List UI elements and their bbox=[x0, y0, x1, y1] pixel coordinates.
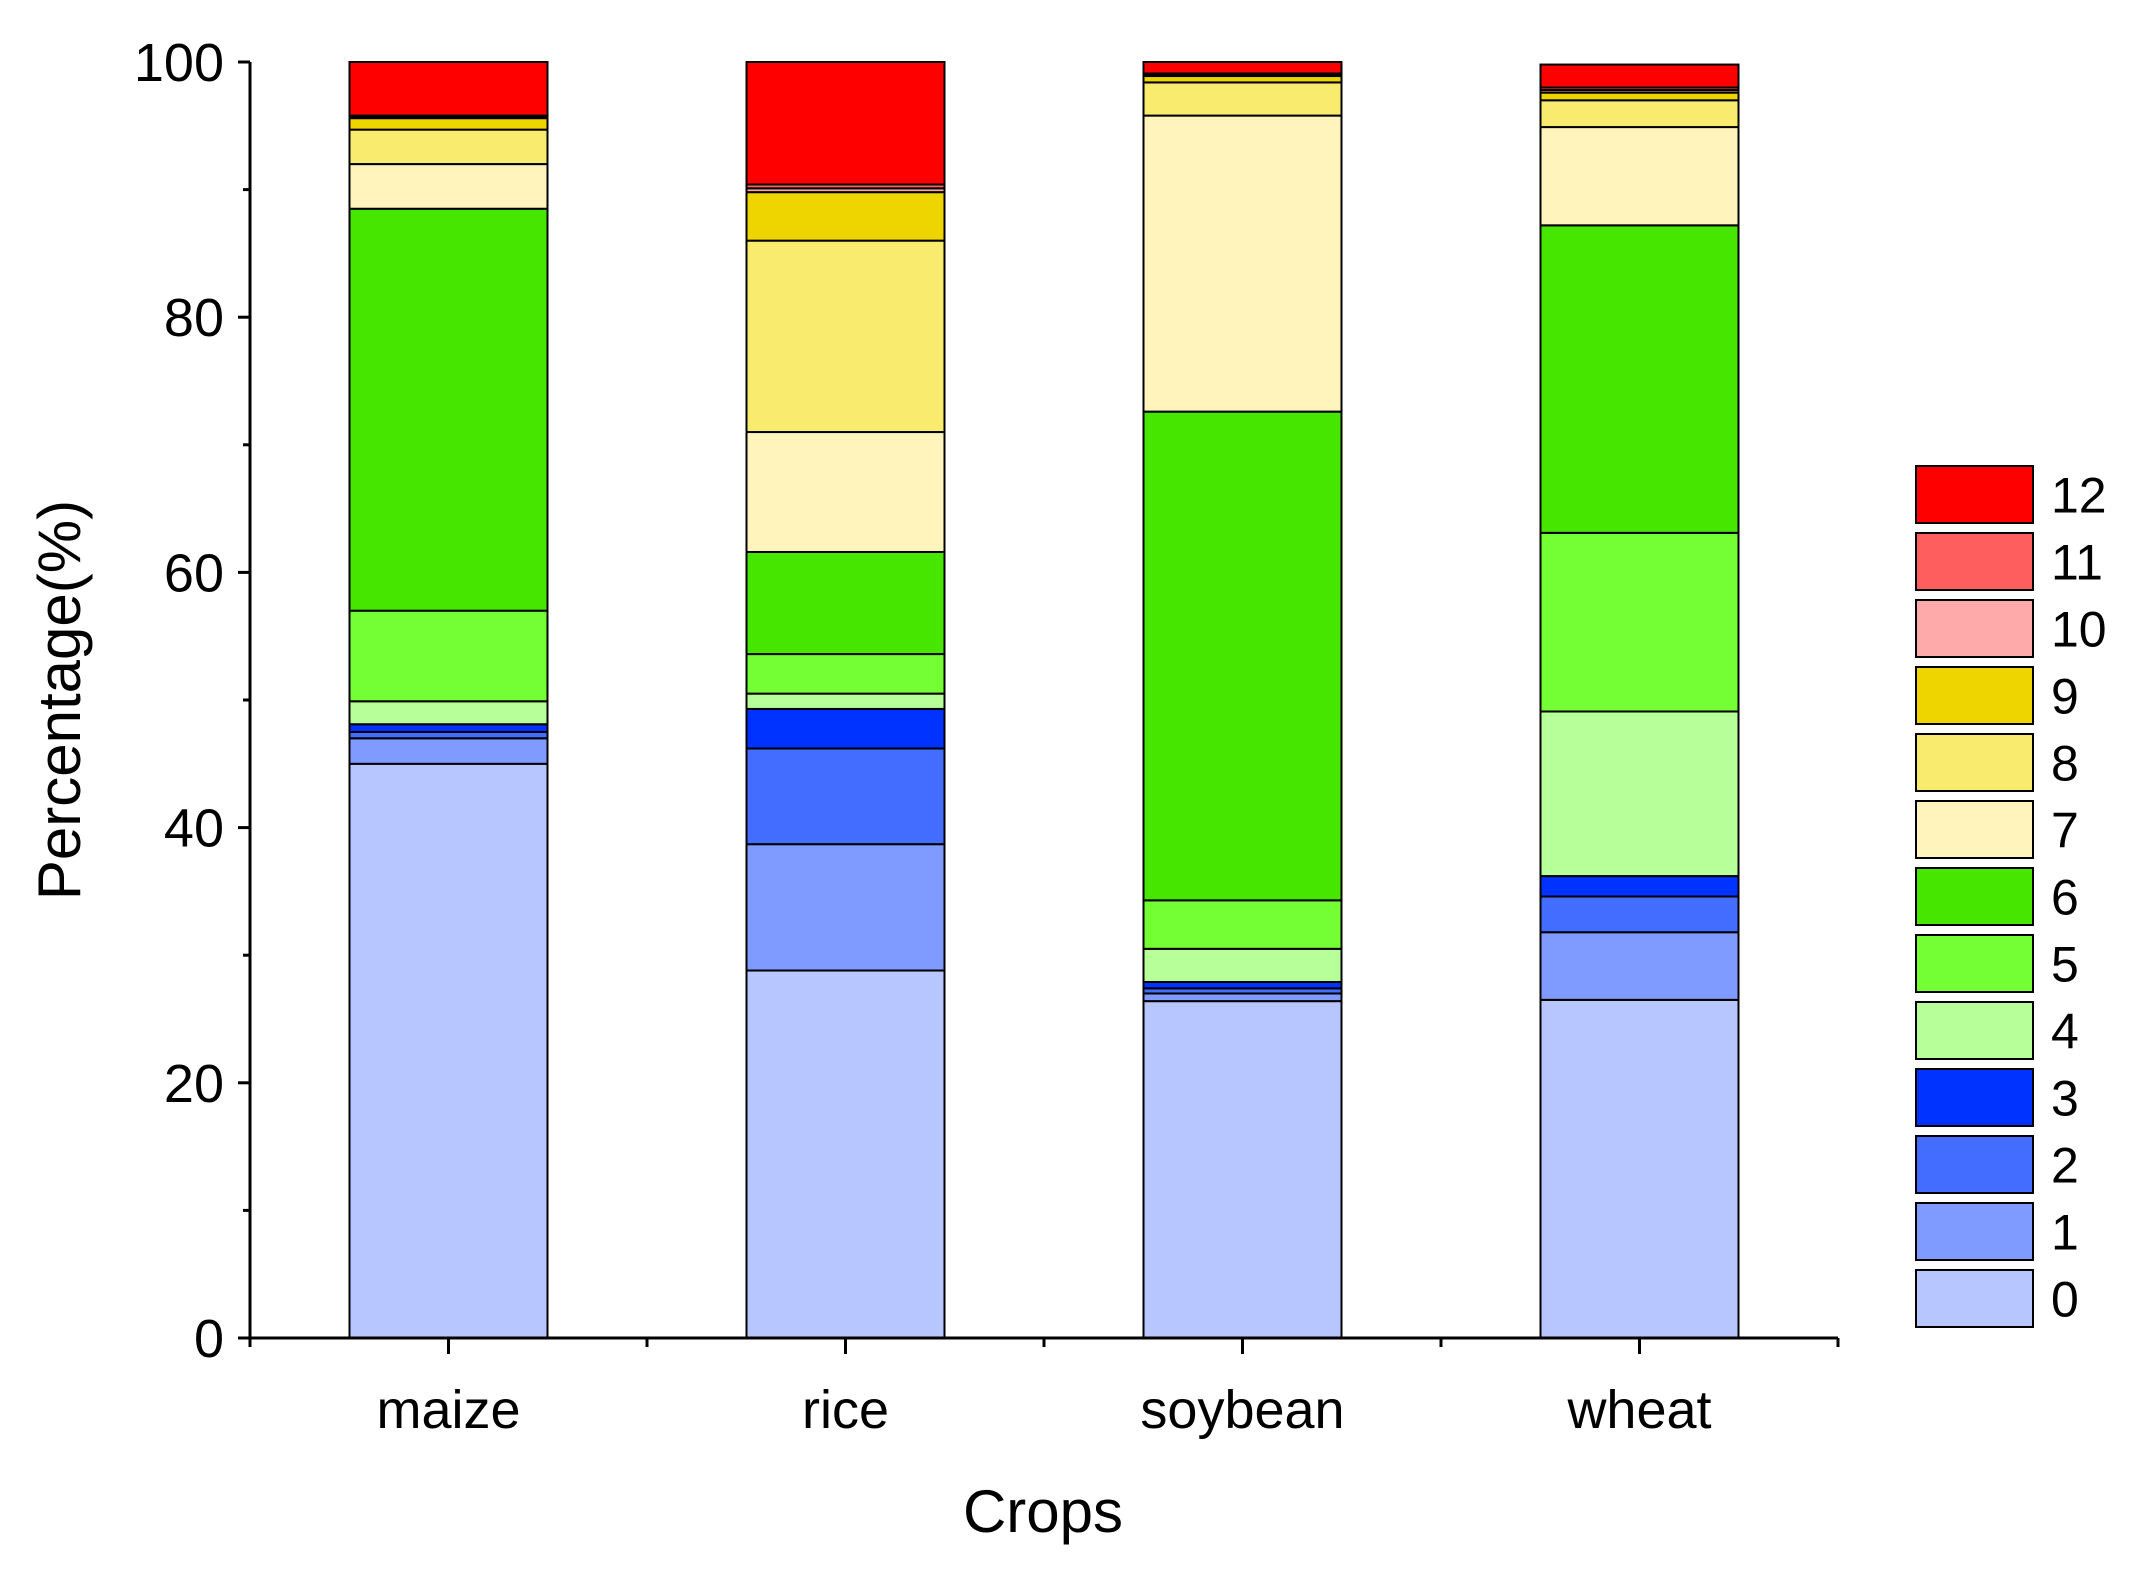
bar-stack-wheat bbox=[1539, 63, 1740, 1339]
legend-label-11: 11 bbox=[2051, 535, 2103, 591]
legend-swatch-12 bbox=[1915, 465, 2034, 524]
x-axis-title: Crops bbox=[963, 1478, 1123, 1545]
bar-segment-rice-0 bbox=[745, 969, 946, 1340]
legend-swatch-8 bbox=[1915, 733, 2034, 792]
legend-swatch-1 bbox=[1915, 1202, 2034, 1261]
axes-layer: 0 20 40 60 80 100 maize rice soybean wheat bbox=[134, 33, 1840, 1440]
bars-layer bbox=[348, 61, 1740, 1340]
legend-label-7: 7 bbox=[2051, 803, 2079, 859]
x-tick-label-rice: rice bbox=[802, 1380, 889, 1440]
bar-segment-rice-4 bbox=[745, 692, 946, 710]
bar-segment-wheat-2 bbox=[1539, 895, 1740, 934]
y-tick-label: 20 bbox=[164, 1054, 224, 1114]
bar-segment-soybean-6 bbox=[1142, 410, 1343, 902]
bar-segment-rice-2 bbox=[745, 747, 946, 846]
legend-item-4: 4 bbox=[1915, 1001, 2079, 1060]
bar-segment-wheat-8 bbox=[1539, 99, 1740, 129]
bar-segment-maize-3 bbox=[348, 723, 549, 733]
bar-segment-maize-9 bbox=[348, 117, 549, 131]
legend-label-8: 8 bbox=[2051, 736, 2079, 792]
legend-item-7: 7 bbox=[1915, 800, 2079, 859]
bar-segment-maize-7 bbox=[348, 163, 549, 210]
legend-item-10: 10 bbox=[1915, 599, 2107, 658]
legend-label-3: 3 bbox=[2051, 1071, 2079, 1127]
legend-label-10: 10 bbox=[2051, 602, 2107, 658]
bar-segment-wheat-6 bbox=[1539, 224, 1740, 534]
bar-segment-maize-0 bbox=[348, 762, 549, 1339]
y-axis-title: Percentage(%) bbox=[26, 500, 93, 900]
bar-segment-rice-8 bbox=[745, 239, 946, 434]
x-tick-label-wheat: wheat bbox=[1566, 1380, 1711, 1440]
bar-segment-maize-12 bbox=[348, 61, 549, 117]
y-tick-label: 80 bbox=[164, 288, 224, 348]
bar-segment-maize-6 bbox=[348, 207, 549, 612]
legend-swatch-4 bbox=[1915, 1001, 2034, 1060]
legend-swatch-11 bbox=[1915, 532, 2034, 591]
bar-segment-wheat-5 bbox=[1539, 531, 1740, 713]
bar-segment-soybean-7 bbox=[1142, 114, 1343, 413]
legend-swatch-2 bbox=[1915, 1135, 2034, 1194]
bar-segment-soybean-12 bbox=[1142, 61, 1343, 75]
legend-item-2: 2 bbox=[1915, 1135, 2079, 1194]
legend-item-11: 11 bbox=[1915, 532, 2103, 591]
legend-item-5: 5 bbox=[1915, 934, 2079, 993]
legend-label-6: 6 bbox=[2051, 870, 2079, 926]
legend-label-4: 4 bbox=[2051, 1004, 2079, 1060]
y-tick-label: 60 bbox=[164, 543, 224, 603]
bar-segment-wheat-7 bbox=[1539, 126, 1740, 227]
bar-segment-soybean-4 bbox=[1142, 947, 1343, 983]
bar-segment-maize-4 bbox=[348, 700, 549, 726]
legend-swatch-10 bbox=[1915, 599, 2034, 658]
legend-item-0: 0 bbox=[1915, 1269, 2079, 1328]
bar-segment-rice-6 bbox=[745, 550, 946, 656]
bar-stack-rice bbox=[745, 61, 946, 1340]
bar-stack-soybean bbox=[1142, 61, 1343, 1339]
bar-segment-wheat-1 bbox=[1539, 931, 1740, 1001]
bar-segment-maize-1 bbox=[348, 737, 549, 765]
legend-swatch-9 bbox=[1915, 666, 2034, 725]
bar-segment-wheat-0 bbox=[1539, 998, 1740, 1339]
legend-swatch-3 bbox=[1915, 1068, 2034, 1127]
legend-label-2: 2 bbox=[2051, 1138, 2079, 1194]
bar-segment-wheat-4 bbox=[1539, 710, 1740, 878]
bar-segment-rice-7 bbox=[745, 431, 946, 553]
bar-segment-soybean-5 bbox=[1142, 899, 1343, 950]
bar-segment-soybean-0 bbox=[1142, 1000, 1343, 1339]
legend-label-12: 12 bbox=[2051, 468, 2107, 524]
legend-swatch-0 bbox=[1915, 1269, 2034, 1328]
legend-item-1: 1 bbox=[1915, 1202, 2079, 1261]
legend-item-9: 9 bbox=[1915, 666, 2079, 725]
bar-segment-soybean-1 bbox=[1142, 992, 1343, 1003]
bar-segment-rice-9 bbox=[745, 191, 946, 242]
bar-segment-rice-1 bbox=[745, 843, 946, 972]
bar-segment-soybean-8 bbox=[1142, 81, 1343, 117]
bar-segment-wheat-3 bbox=[1539, 875, 1740, 898]
legend-item-8: 8 bbox=[1915, 733, 2079, 792]
bar-segment-maize-5 bbox=[348, 609, 549, 703]
legend-item-3: 3 bbox=[1915, 1068, 2079, 1127]
x-tick-label-maize: maize bbox=[376, 1380, 520, 1440]
y-tick-label: 40 bbox=[164, 799, 224, 859]
legend-swatch-5 bbox=[1915, 934, 2034, 993]
legend-label-5: 5 bbox=[2051, 937, 2079, 993]
y-tick-label: 0 bbox=[194, 1309, 224, 1369]
bar-segment-wheat-12 bbox=[1539, 63, 1740, 89]
y-tick-label: 100 bbox=[134, 33, 224, 93]
bar-segment-rice-3 bbox=[745, 707, 946, 750]
bar-segment-maize-8 bbox=[348, 128, 549, 166]
legend-swatch-7 bbox=[1915, 800, 2034, 859]
legend-item-12: 12 bbox=[1915, 465, 2107, 524]
legend-label-9: 9 bbox=[2051, 669, 2079, 725]
x-tick-label-soybean: soybean bbox=[1140, 1380, 1344, 1440]
bar-stack-maize bbox=[348, 61, 549, 1339]
legend-label-0: 0 bbox=[2051, 1272, 2079, 1328]
legend-label-1: 1 bbox=[2051, 1205, 2079, 1261]
bar-segment-wheat-9 bbox=[1539, 91, 1740, 102]
bar-segment-rice-12 bbox=[745, 61, 946, 186]
legend-item-6: 6 bbox=[1915, 867, 2079, 926]
bar-segment-rice-5 bbox=[745, 653, 946, 695]
legend-swatch-6 bbox=[1915, 867, 2034, 926]
